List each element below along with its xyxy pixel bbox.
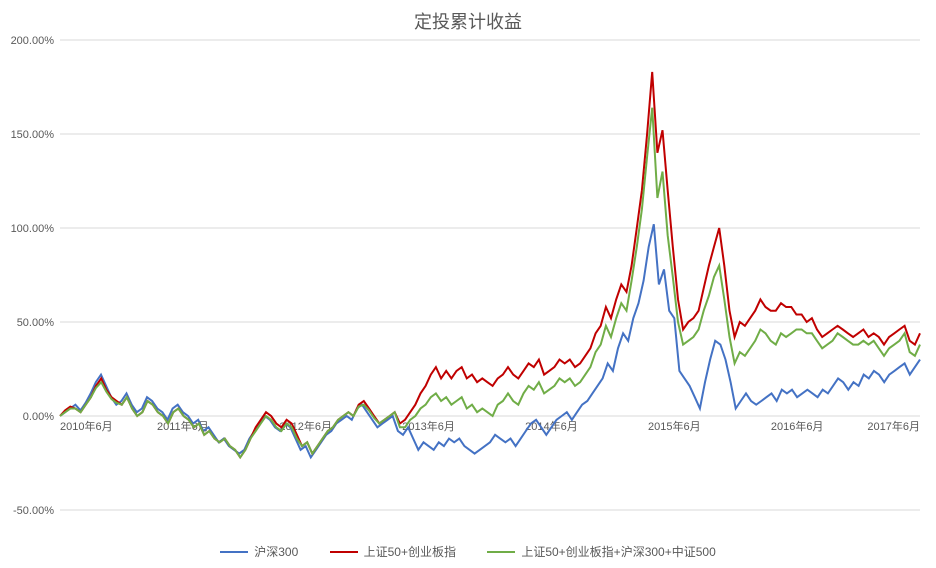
legend-item-1: 上证50+创业板指	[330, 543, 456, 560]
svg-text:2016年6月: 2016年6月	[771, 419, 824, 433]
legend-item-2: 上证50+创业板指+沪深300+中证500	[487, 543, 715, 560]
svg-text:200.00%: 200.00%	[11, 35, 55, 47]
chart-container: 定投累计收益 -50.00%0.00%50.00%100.00%150.00%2…	[0, 0, 936, 568]
legend-item-0: 沪深300	[220, 543, 298, 560]
svg-text:2017年6月: 2017年6月	[867, 419, 920, 433]
svg-text:-50.00%: -50.00%	[13, 505, 54, 517]
legend-swatch-1	[330, 551, 358, 553]
legend-swatch-0	[220, 551, 248, 553]
legend-label-0: 沪深300	[254, 543, 298, 560]
svg-text:2015年6月: 2015年6月	[648, 419, 701, 433]
svg-text:2010年6月: 2010年6月	[60, 419, 113, 433]
svg-text:0.00%: 0.00%	[23, 411, 54, 423]
legend-label-1: 上证50+创业板指	[364, 543, 456, 560]
svg-text:50.00%: 50.00%	[17, 317, 55, 329]
legend-swatch-2	[487, 551, 515, 553]
legend-label-2: 上证50+创业板指+沪深300+中证500	[521, 543, 715, 560]
chart-plot: -50.00%0.00%50.00%100.00%150.00%200.00% …	[0, 0, 936, 540]
svg-text:100.00%: 100.00%	[11, 223, 55, 235]
legend: 沪深300 上证50+创业板指 上证50+创业板指+沪深300+中证500	[0, 542, 936, 561]
svg-text:150.00%: 150.00%	[11, 129, 55, 141]
